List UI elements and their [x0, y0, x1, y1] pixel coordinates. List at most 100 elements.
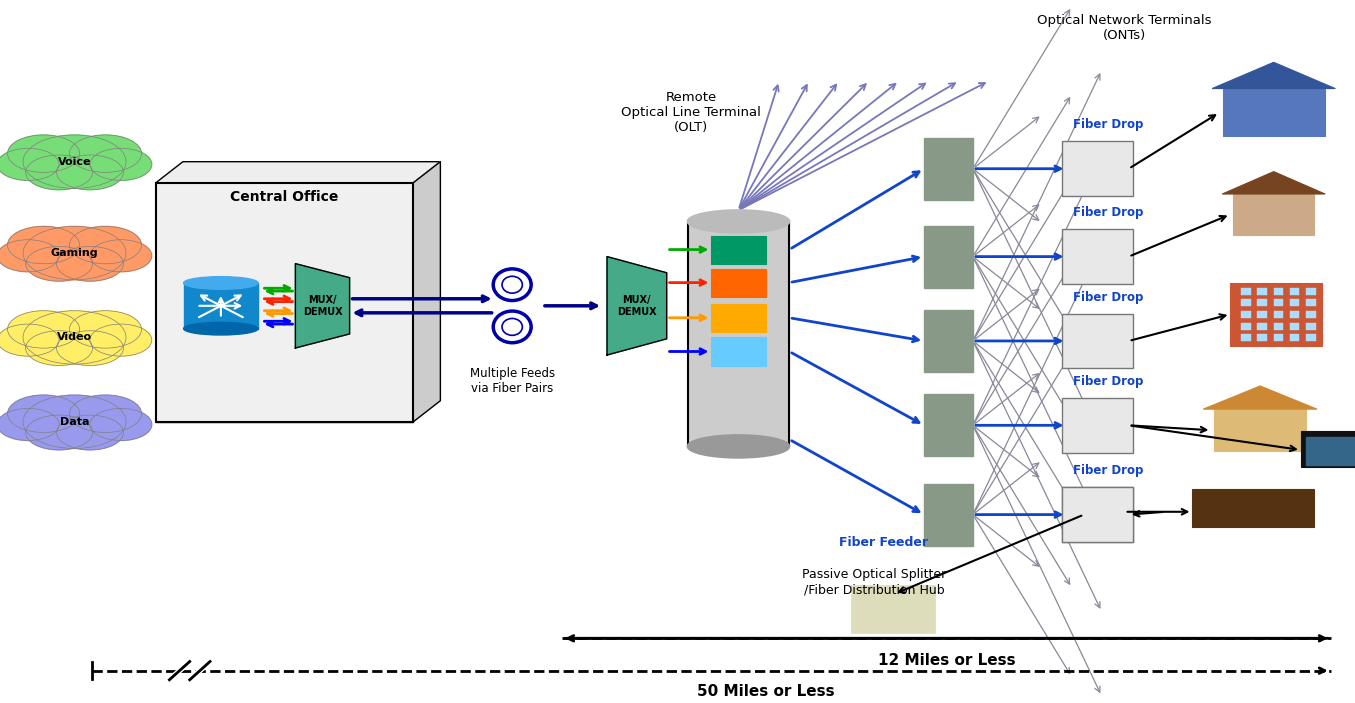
Text: Fiber Drop: Fiber Drop: [1073, 291, 1144, 304]
Circle shape: [57, 155, 123, 190]
Polygon shape: [1222, 172, 1325, 194]
Bar: [711, 304, 766, 332]
Text: Multiple Feeds
via Fiber Pairs: Multiple Feeds via Fiber Pairs: [470, 367, 554, 395]
Text: 50 Miles or Less: 50 Miles or Less: [696, 684, 835, 699]
Ellipse shape: [184, 277, 257, 290]
Bar: [1230, 283, 1322, 346]
Bar: [1301, 431, 1355, 467]
Bar: [1192, 489, 1314, 527]
Circle shape: [69, 135, 141, 172]
Bar: [688, 221, 790, 446]
Polygon shape: [1203, 386, 1317, 409]
Circle shape: [26, 246, 92, 281]
Bar: [1257, 299, 1267, 306]
Bar: [1306, 323, 1316, 330]
Bar: [688, 221, 790, 446]
FancyBboxPatch shape: [1062, 398, 1133, 453]
Ellipse shape: [687, 210, 789, 233]
Circle shape: [69, 311, 141, 348]
Bar: [924, 138, 973, 200]
Polygon shape: [607, 257, 667, 355]
Circle shape: [89, 408, 152, 441]
Bar: [924, 226, 973, 288]
Bar: [1257, 323, 1267, 330]
Polygon shape: [413, 162, 440, 422]
Bar: [924, 484, 973, 546]
Bar: [184, 283, 257, 329]
Bar: [1233, 194, 1314, 235]
FancyBboxPatch shape: [1062, 141, 1133, 196]
FancyBboxPatch shape: [156, 183, 413, 422]
Bar: [1306, 334, 1316, 341]
Bar: [711, 236, 766, 264]
Text: Fiber Drop: Fiber Drop: [1073, 375, 1144, 388]
Circle shape: [0, 324, 60, 356]
Ellipse shape: [184, 322, 257, 335]
Text: Passive Optical Splitter
/Fiber Distribution Hub: Passive Optical Splitter /Fiber Distribu…: [802, 568, 946, 596]
Polygon shape: [295, 264, 350, 348]
Bar: [1214, 409, 1306, 451]
Text: Voice: Voice: [58, 157, 91, 167]
Bar: [1306, 288, 1316, 295]
Bar: [1241, 299, 1251, 306]
Circle shape: [8, 395, 80, 432]
Circle shape: [26, 415, 92, 450]
Circle shape: [89, 148, 152, 181]
Text: Fiber Feeder: Fiber Feeder: [839, 536, 928, 549]
Circle shape: [89, 240, 152, 272]
Circle shape: [89, 324, 152, 356]
Text: Fiber Drop: Fiber Drop: [1073, 119, 1144, 131]
Circle shape: [23, 395, 126, 449]
Bar: [1222, 89, 1325, 136]
Bar: [1274, 311, 1283, 318]
Bar: [1306, 299, 1316, 306]
Circle shape: [57, 246, 123, 281]
Circle shape: [57, 330, 123, 366]
Bar: [1241, 323, 1251, 330]
Text: Remote
Optical Line Terminal
(OLT): Remote Optical Line Terminal (OLT): [621, 91, 762, 134]
Bar: [1306, 311, 1316, 318]
Bar: [1290, 334, 1299, 341]
Ellipse shape: [687, 435, 789, 458]
Circle shape: [8, 226, 80, 264]
Bar: [711, 269, 766, 297]
Bar: [1274, 334, 1283, 341]
Bar: [1290, 311, 1299, 318]
Polygon shape: [156, 162, 440, 183]
Circle shape: [23, 226, 126, 280]
Bar: [1257, 334, 1267, 341]
Circle shape: [69, 395, 141, 432]
Bar: [1241, 311, 1251, 318]
Circle shape: [0, 240, 60, 272]
Text: Fiber Drop: Fiber Drop: [1073, 465, 1144, 477]
Bar: [1274, 288, 1283, 295]
Circle shape: [8, 311, 80, 348]
Bar: [1274, 299, 1283, 306]
Text: Fiber Drop: Fiber Drop: [1073, 207, 1144, 219]
Text: Data: Data: [60, 417, 89, 427]
Text: 12 Miles or Less: 12 Miles or Less: [878, 653, 1015, 669]
Bar: [1290, 323, 1299, 330]
Text: MUX/
DEMUX: MUX/ DEMUX: [617, 295, 657, 316]
Text: Central Office: Central Office: [230, 190, 339, 204]
Bar: [924, 310, 973, 372]
FancyBboxPatch shape: [1062, 487, 1133, 542]
Text: MUX/
DEMUX: MUX/ DEMUX: [302, 295, 343, 316]
Circle shape: [0, 148, 60, 181]
Circle shape: [23, 311, 126, 364]
Bar: [1290, 299, 1299, 306]
FancyBboxPatch shape: [1062, 229, 1133, 284]
FancyBboxPatch shape: [156, 183, 413, 422]
Bar: [851, 585, 935, 633]
Circle shape: [57, 415, 123, 450]
Circle shape: [0, 408, 60, 441]
Text: Video: Video: [57, 333, 92, 342]
FancyBboxPatch shape: [1062, 487, 1133, 542]
Bar: [1306, 437, 1355, 465]
Bar: [711, 337, 766, 366]
Bar: [1274, 323, 1283, 330]
FancyBboxPatch shape: [1062, 314, 1133, 368]
Bar: [1241, 334, 1251, 341]
Circle shape: [8, 135, 80, 172]
Bar: [1290, 288, 1299, 295]
